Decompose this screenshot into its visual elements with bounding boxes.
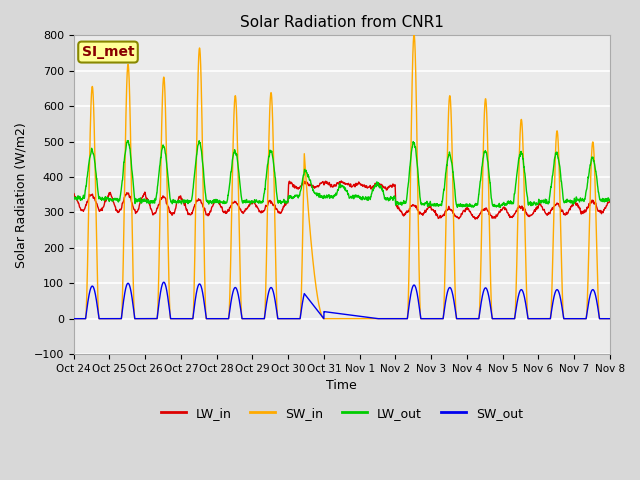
Legend: LW_in, SW_in, LW_out, SW_out: LW_in, SW_in, LW_out, SW_out [156, 402, 528, 425]
SW_in [477, 264, 484, 269]
SW_in [584, 295, 591, 300]
SW_out [70, 316, 77, 322]
Text: SI_met: SI_met [82, 45, 134, 59]
LW_out [252, 198, 260, 204]
SW_in [70, 316, 77, 322]
LW_out [577, 197, 585, 203]
LW_out [584, 180, 591, 186]
Title: Solar Radiation from CNR1: Solar Radiation from CNR1 [240, 15, 444, 30]
Line: SW_in: SW_in [74, 35, 610, 319]
Y-axis label: Solar Radiation (W/m2): Solar Radiation (W/m2) [15, 122, 28, 267]
LW_out [454, 204, 461, 210]
SW_out [584, 307, 591, 312]
SW_out [606, 316, 614, 322]
Line: LW_in: LW_in [74, 181, 610, 219]
SW_in [462, 316, 470, 322]
LW_out [477, 174, 484, 180]
SW_in [252, 316, 260, 322]
SW_out [324, 309, 332, 315]
LW_in [477, 209, 484, 215]
LW_out [324, 193, 332, 199]
LW_out [606, 197, 614, 203]
Line: LW_out: LW_out [74, 141, 610, 207]
LW_in [577, 210, 585, 216]
SW_out [577, 316, 585, 322]
LW_out [70, 195, 77, 201]
LW_out [462, 203, 470, 208]
LW_in [70, 191, 77, 196]
SW_out [462, 316, 470, 322]
SW_out [252, 316, 260, 322]
LW_in [584, 205, 591, 211]
Line: SW_out: SW_out [74, 282, 610, 319]
X-axis label: Time: Time [326, 379, 357, 392]
SW_in [577, 316, 585, 322]
LW_in [471, 216, 479, 222]
SW_out [160, 279, 168, 285]
LW_in [462, 206, 470, 212]
LW_in [606, 199, 614, 204]
LW_out [124, 138, 131, 144]
LW_in [252, 203, 260, 209]
SW_out [477, 302, 484, 308]
LW_in [324, 180, 332, 186]
SW_in [606, 316, 614, 322]
SW_in [324, 316, 332, 322]
SW_in [410, 32, 418, 37]
LW_in [337, 178, 345, 184]
